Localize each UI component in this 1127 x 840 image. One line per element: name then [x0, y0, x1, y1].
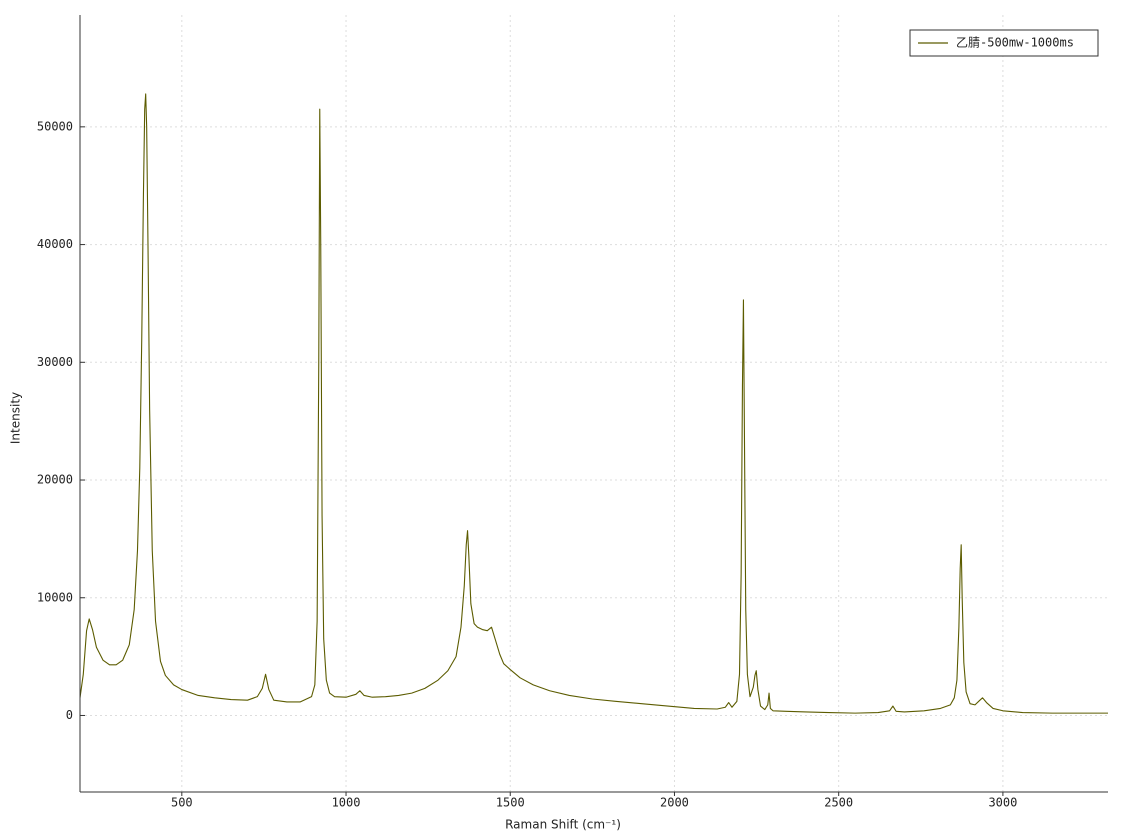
- grid: [80, 15, 1108, 792]
- x-tick-label: 3000: [988, 796, 1017, 810]
- x-tick-label: 1000: [332, 796, 361, 810]
- y-tick-label: 30000: [37, 355, 73, 369]
- x-axis-label: Raman Shift (cm⁻¹): [505, 818, 621, 832]
- legend-label: 乙腈-500mw-1000ms: [956, 36, 1074, 50]
- x-tick-label: 500: [171, 796, 193, 810]
- y-tick-label: 50000: [37, 119, 73, 133]
- y-tick-label: 0: [66, 708, 73, 722]
- plot: [79, 93, 1108, 714]
- y-tick-label: 40000: [37, 237, 73, 251]
- x-tick-label: 1500: [496, 796, 525, 810]
- y-axis-label: Intensity: [9, 392, 23, 444]
- x-tick-label: 2500: [824, 796, 853, 810]
- legend: 乙腈-500mw-1000ms: [909, 29, 1099, 57]
- spectrum-line: [79, 93, 1108, 714]
- y-tick-label: 10000: [37, 590, 73, 604]
- x-tick-label: 2000: [660, 796, 689, 810]
- y-tick-label: 20000: [37, 473, 73, 487]
